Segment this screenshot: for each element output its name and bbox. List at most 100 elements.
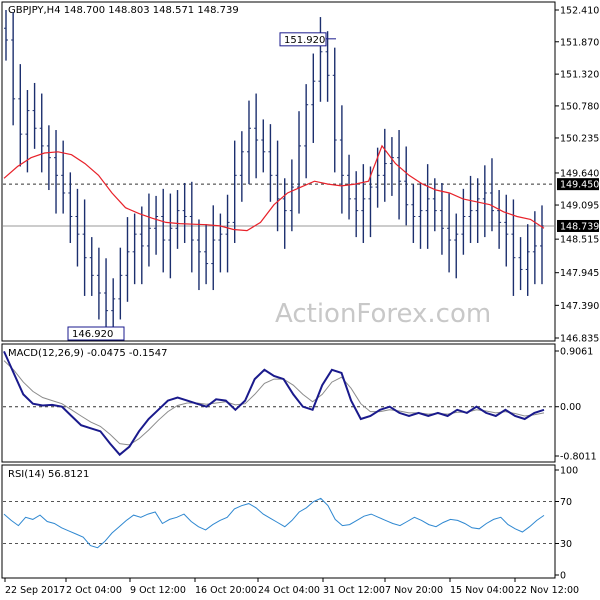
- price-bars: [4, 10, 544, 338]
- macd-line: [3, 350, 545, 457]
- watermark: ActionForex.com: [275, 299, 491, 329]
- y-tick-label: 152.410: [560, 6, 599, 17]
- ohlc-bar: [347, 154, 352, 220]
- ohlc-bar: [246, 100, 251, 185]
- ohlc-bar: [4, 10, 8, 61]
- rsi-y-axis: 100 70 30 0: [555, 466, 578, 582]
- price-tag-box: [557, 219, 599, 232]
- ohlc-bar: [204, 224, 209, 285]
- ohlc-bar: [104, 258, 109, 338]
- ohlc-bar: [168, 193, 173, 279]
- ohlc-bar: [75, 188, 80, 267]
- ohlc-bar: [397, 130, 402, 220]
- ohlc-bar: [275, 140, 280, 232]
- y-tick-label: 0.9061: [560, 347, 593, 358]
- x-tick-label: 15 Nov 04:00: [450, 585, 514, 596]
- ohlc-bar: [268, 124, 273, 202]
- y-tick-label: 148.515: [560, 235, 599, 246]
- x-tick-label: 2 Oct 04:00: [66, 585, 122, 596]
- x-tick-label: 22 Nov 12:00: [515, 585, 579, 596]
- x-tick-label: 24 Oct 04:00: [258, 585, 320, 596]
- y-tick-label: 150.235: [560, 133, 599, 144]
- low-callout-box: [67, 326, 125, 341]
- ohlc-bar: [54, 130, 59, 214]
- ohlc-bar: [468, 175, 473, 243]
- y-tick-label: -0.8011: [560, 452, 597, 463]
- ohlc-bar: [261, 119, 266, 173]
- rsi-line: [3, 497, 545, 549]
- ohlc-bar: [32, 82, 37, 149]
- ohlc-bar: [46, 125, 51, 191]
- low-callout-label: 146.920: [72, 329, 113, 340]
- price-reference-lines: [3, 183, 554, 227]
- price-panel-title: GBPJPY,H4 148.700 148.803 148.571 148.73…: [8, 5, 239, 16]
- ohlc-bar: [432, 178, 437, 232]
- ohlc-bar: [154, 195, 159, 255]
- ohlc-bar: [182, 182, 187, 243]
- ohlc-bar: [532, 211, 537, 285]
- y-tick-label: 147.390: [560, 301, 599, 312]
- ohlc-bar: [339, 105, 344, 214]
- ohlc-bar: [189, 181, 194, 273]
- ohlc-bar: [389, 137, 394, 196]
- ohlc-bar: [139, 206, 144, 285]
- ohlc-bar: [425, 164, 430, 249]
- macd-panel-title: MACD(12,26,9) -0.0475 -0.1547: [8, 348, 168, 359]
- x-tick-label: 16 Oct 20:00: [195, 585, 257, 596]
- ohlc-bar: [196, 219, 201, 291]
- price-panel: GBPJPY,H4 148.700 148.803 148.571 148.73…: [1, 1, 599, 345]
- ohlc-bar: [525, 224, 530, 296]
- x-tick-label: 7 Nov 20:00: [385, 585, 443, 596]
- rsi-panel: RSI(14) 56.8121 100 70 30 0: [1, 464, 578, 582]
- y-tick-label: 151.870: [560, 37, 599, 48]
- x-tick-label: 22 Sep 2017: [5, 585, 65, 596]
- y-tick-label: 149.640: [560, 168, 599, 179]
- ohlc-bar: [304, 84, 309, 179]
- ohlc-bar: [132, 213, 137, 285]
- ohlc-bar: [504, 194, 509, 267]
- ohlc-bar: [82, 199, 87, 296]
- rsi-level-lines: [3, 501, 554, 544]
- ohlc-bar: [332, 47, 337, 173]
- ohlc-bar: [239, 131, 244, 202]
- ohlc-bar: [282, 178, 287, 249]
- macd-y-axis: 0.9061 0.00 -0.8011: [555, 347, 597, 463]
- ohlc-bar: [311, 53, 316, 143]
- x-tick-label: 9 Oct 12:00: [130, 585, 186, 596]
- signal-line: [3, 360, 545, 446]
- ohlc-bar: [354, 171, 359, 238]
- y-tick-label: 146.835: [560, 334, 599, 345]
- ohlc-bar: [411, 184, 416, 243]
- ohlc-bar: [61, 140, 66, 214]
- price-plot-frame: [1, 1, 556, 342]
- ohlc-bar: [18, 64, 23, 167]
- price-tag-box: [557, 178, 599, 191]
- ohlc-bar: [497, 190, 502, 249]
- y-tick-label: 100: [560, 466, 578, 477]
- y-tick-label: 150.780: [560, 101, 599, 112]
- y-tick-label: 0: [560, 571, 566, 582]
- ohlc-bar: [318, 17, 323, 102]
- ohlc-bar: [447, 193, 452, 273]
- ohlc-bar: [361, 164, 366, 243]
- ohlc-bar: [211, 205, 216, 291]
- ohlc-bar: [461, 188, 466, 255]
- ohlc-bar: [254, 93, 259, 179]
- y-tick-label: 149.095: [560, 201, 599, 212]
- macd-plot-frame: [1, 343, 556, 463]
- ohlc-bar: [439, 182, 444, 255]
- x-axis: 22 Sep 2017 2 Oct 04:00 9 Oct 12:00 16 Oct …: [4, 578, 579, 596]
- ohlc-bar: [218, 213, 223, 273]
- ohlc-bar: [96, 247, 101, 320]
- y-tick-label: 151.320: [560, 70, 599, 81]
- ohlc-bar: [289, 159, 294, 232]
- ohlc-bar: [382, 128, 387, 202]
- rsi-plot-frame: [1, 464, 556, 579]
- ohlc-bar: [225, 194, 230, 273]
- y-tick-label: 30: [560, 539, 572, 550]
- price-y-axis: 152.410 151.870 151.320 150.780 150.235 149.6…: [555, 6, 599, 345]
- ohlc-bar: [540, 205, 544, 285]
- rsi-panel-title: RSI(14) 56.8121: [8, 469, 89, 480]
- y-tick-label: 147.945: [560, 268, 599, 279]
- ohlc-bar: [475, 178, 480, 243]
